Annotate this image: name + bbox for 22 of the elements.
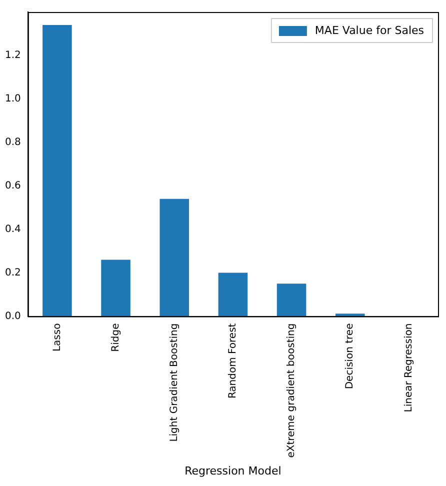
x-tick-label: eXtreme gradient boosting bbox=[286, 323, 298, 458]
legend-label: MAE Value for Sales bbox=[314, 24, 424, 37]
bar bbox=[42, 25, 72, 316]
bar bbox=[218, 272, 248, 316]
x-tick-label: Light Gradient Boosting bbox=[168, 323, 180, 442]
bar bbox=[335, 314, 365, 316]
x-tick-label: Decision tree bbox=[344, 323, 356, 390]
x-tick-label: Random Forest bbox=[228, 323, 239, 399]
x-tick-label: Linear Regression bbox=[403, 323, 414, 412]
x-axis-title: Regression Model bbox=[184, 464, 282, 478]
y-tick-label: 0.8 bbox=[4, 137, 21, 148]
y-tick-label: 0.6 bbox=[4, 180, 21, 192]
y-tick-label: 0.4 bbox=[4, 224, 21, 235]
y-tick-label: 1.0 bbox=[4, 94, 21, 105]
bar bbox=[276, 284, 306, 316]
bar bbox=[101, 260, 130, 316]
y-tick-label: 0.0 bbox=[4, 310, 21, 322]
y-tick-label: 0.2 bbox=[4, 267, 21, 278]
y-tick-label: 1.2 bbox=[4, 50, 21, 62]
bar bbox=[160, 198, 190, 316]
x-tick-label: Ridge bbox=[110, 323, 122, 352]
x-tick-label: Lasso bbox=[52, 323, 63, 352]
